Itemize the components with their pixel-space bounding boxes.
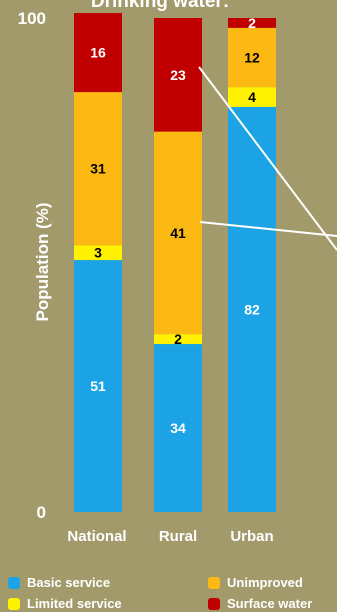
y-tick-label: 100	[18, 9, 46, 28]
data-label: 51	[90, 378, 106, 394]
bar-segment	[74, 13, 122, 93]
y-tick-label: 0	[37, 503, 46, 522]
y-axis-label: Population (%)	[33, 203, 52, 322]
bar-segment	[154, 334, 202, 345]
legend-label: Surface water	[227, 596, 313, 611]
bar-segment	[228, 27, 276, 88]
legend: Basic service Unimproved Limited service Su…	[8, 574, 337, 612]
callout-lines	[198, 66, 337, 251]
bar-segment	[154, 344, 202, 512]
bar-segment	[228, 87, 276, 107]
legend-label: Limited service	[27, 596, 122, 611]
data-label: 12	[244, 50, 260, 66]
legend-label: Unimproved	[227, 575, 303, 590]
x-tick-label: Rural	[159, 528, 197, 545]
data-label: 4	[248, 89, 256, 105]
chart-title: Drinking water:	[91, 0, 229, 12]
legend-swatch	[8, 597, 20, 610]
data-label: 23	[170, 67, 186, 83]
legend-label: Basic service	[27, 575, 111, 590]
legend-item: Limited service	[8, 595, 208, 612]
bar-segment	[74, 260, 122, 512]
callout-line	[199, 221, 337, 237]
data-label: 34	[170, 420, 186, 436]
legend-item: Basic service	[8, 574, 208, 591]
bar-segment	[74, 92, 122, 246]
bar-segment	[74, 245, 122, 261]
data-label: 2	[174, 331, 182, 347]
x-tick-label: Urban	[230, 528, 273, 545]
legend-swatch	[8, 576, 20, 589]
legend-item: Unimproved	[208, 574, 337, 591]
data-label: 41	[170, 225, 186, 241]
data-label: 2	[248, 15, 256, 31]
bar-segment	[228, 106, 276, 513]
x-tick-label: National	[67, 528, 126, 545]
callout-line	[198, 66, 337, 251]
data-label: 16	[90, 45, 106, 61]
legend-swatch	[208, 597, 220, 610]
bar-segment	[228, 18, 276, 28]
bar-segment	[154, 18, 202, 132]
legend-item: Surface water	[208, 595, 337, 612]
bar-segment	[154, 131, 202, 335]
legend-swatch	[208, 576, 220, 589]
data-label: 82	[244, 301, 260, 317]
data-label: 3	[94, 245, 102, 261]
data-label: 31	[90, 161, 106, 177]
